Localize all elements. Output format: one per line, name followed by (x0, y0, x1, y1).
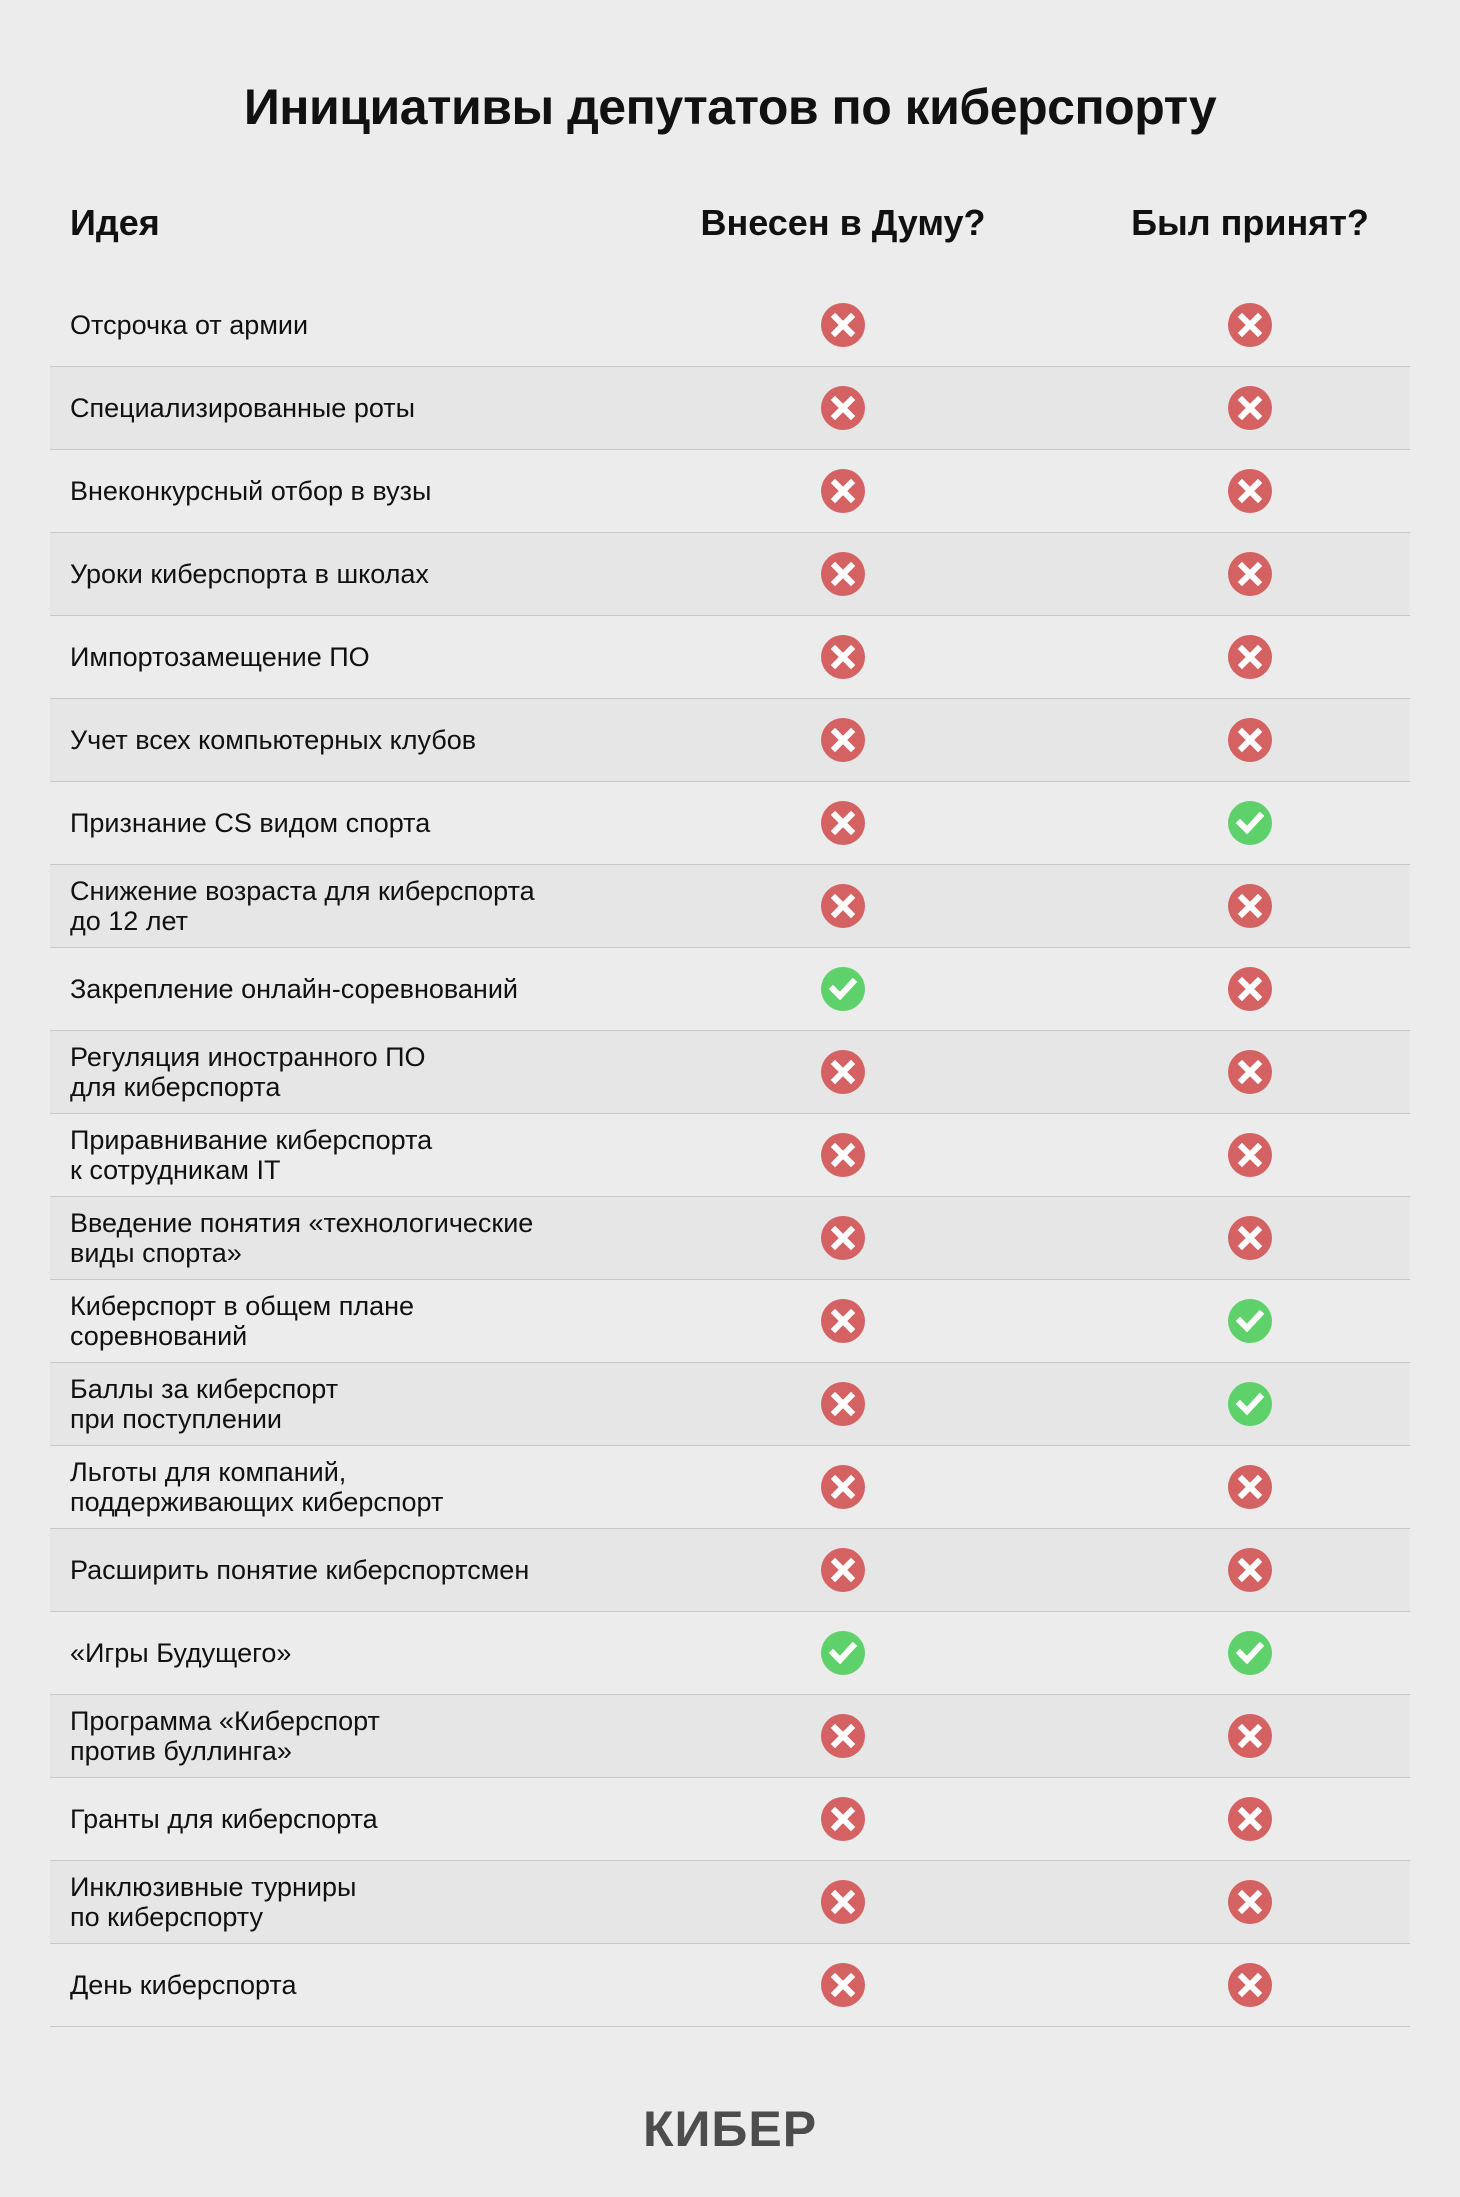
x-circle-icon (1228, 1963, 1272, 2007)
check-circle-icon (1228, 1299, 1272, 1343)
table-row: Признание CS видом спорта (50, 782, 1410, 865)
x-circle-icon (821, 801, 865, 845)
idea-label: Инклюзивные турниры по киберспорту (70, 1872, 357, 1932)
x-circle-icon (821, 1714, 865, 1758)
idea-label: Введение понятия «технологические виды с… (70, 1208, 534, 1268)
x-circle-icon (821, 1880, 865, 1924)
kiber-logo: КИБЕР (642, 2101, 818, 2157)
x-circle-icon (1228, 1797, 1272, 1841)
page-title: Инициативы депутатов по киберспорту (243, 79, 1217, 135)
table-row: Льготы для компаний, поддерживающих кибе… (50, 1446, 1410, 1529)
x-circle-icon (1228, 1133, 1272, 1177)
idea-label: Импортозамещение ПО (70, 642, 370, 672)
idea-label: Гранты для киберспорта (70, 1804, 378, 1834)
x-circle-icon (821, 884, 865, 928)
x-circle-icon (821, 1797, 865, 1841)
table-row: Внеконкурсный отбор в вузы (50, 450, 1410, 533)
idea-label: Льготы для компаний, поддерживающих кибе… (70, 1457, 444, 1517)
x-circle-icon (1228, 303, 1272, 347)
x-circle-icon (1228, 1548, 1272, 1592)
table-row: Специализированные роты (50, 367, 1410, 450)
x-circle-icon (1228, 552, 1272, 596)
x-circle-icon (1228, 469, 1272, 513)
x-circle-icon (821, 1382, 865, 1426)
column-header-idea: Идея (70, 202, 160, 243)
table-row: Снижение возраста для киберспорта до 12 … (50, 865, 1410, 948)
idea-label: Расширить понятие киберспортсмен (70, 1555, 530, 1585)
column-header-adopted: Был принят? (1131, 202, 1369, 243)
table-row: Регуляция иностранного ПО для киберспорт… (50, 1031, 1410, 1114)
table-row: Приравнивание киберспорта к сотрудникам … (50, 1114, 1410, 1197)
x-circle-icon (1228, 967, 1272, 1011)
x-circle-icon (1228, 1216, 1272, 1260)
table-row: Киберспорт в общем плане соревнований (50, 1280, 1410, 1363)
idea-label: Снижение возраста для киберспорта до 12 … (70, 876, 535, 936)
x-circle-icon (1228, 1714, 1272, 1758)
idea-label: Внеконкурсный отбор в вузы (70, 476, 432, 506)
idea-label: День киберспорта (70, 1970, 297, 2000)
idea-label: Приравнивание киберспорта к сотрудникам … (70, 1125, 433, 1185)
check-circle-icon (1228, 1382, 1272, 1426)
x-circle-icon (821, 552, 865, 596)
idea-label: Отсрочка от армии (70, 310, 309, 340)
idea-label: Закрепление онлайн-соревнований (70, 974, 519, 1004)
table-row: Расширить понятие киберспортсмен (50, 1529, 1410, 1612)
x-circle-icon (1228, 1050, 1272, 1094)
x-circle-icon (821, 1133, 865, 1177)
table-row: Импортозамещение ПО (50, 616, 1410, 699)
idea-label: Киберспорт в общем плане соревнований (70, 1291, 415, 1351)
x-circle-icon (1228, 884, 1272, 928)
check-circle-icon (1228, 801, 1272, 845)
x-circle-icon (1228, 1465, 1272, 1509)
idea-label: Признание CS видом спорта (70, 808, 431, 838)
x-circle-icon (821, 1216, 865, 1260)
table-row: Уроки киберспорта в школах (50, 533, 1410, 616)
x-circle-icon (1228, 386, 1272, 430)
x-circle-icon (821, 386, 865, 430)
table-row: Введение понятия «технологические виды с… (50, 1197, 1410, 1280)
idea-label: Программа «Киберспорт против буллинга» (70, 1706, 380, 1766)
table-row: Инклюзивные турниры по киберспорту (50, 1861, 1410, 1944)
check-circle-icon (1228, 1631, 1272, 1675)
table-row: Баллы за киберспорт при поступлении (50, 1363, 1410, 1446)
idea-label: Уроки киберспорта в школах (70, 559, 429, 589)
x-circle-icon (821, 1548, 865, 1592)
x-circle-icon (821, 303, 865, 347)
x-circle-icon (1228, 718, 1272, 762)
idea-label: Учет всех компьютерных клубов (70, 725, 477, 755)
check-circle-icon (821, 967, 865, 1011)
x-circle-icon (821, 469, 865, 513)
table-row: Гранты для киберспорта (50, 1778, 1410, 1861)
table-row: Отсрочка от армии (50, 284, 1410, 367)
initiatives-table: Отсрочка от армии Специализированные роты… (50, 284, 1410, 2027)
x-circle-icon (821, 1465, 865, 1509)
table-row: Программа «Киберспорт против буллинга» (50, 1695, 1410, 1778)
idea-label: «Игры Будущего» (70, 1638, 292, 1668)
x-circle-icon (821, 1299, 865, 1343)
x-circle-icon (821, 1963, 865, 2007)
table-row: Закрепление онлайн-соревнований (50, 948, 1410, 1031)
check-circle-icon (821, 1631, 865, 1675)
x-circle-icon (1228, 635, 1272, 679)
x-circle-icon (821, 635, 865, 679)
idea-label: Регуляция иностранного ПО для киберспорт… (70, 1042, 426, 1102)
column-header-submitted: Внесен в Думу? (700, 202, 986, 243)
table-row: «Игры Будущего» (50, 1612, 1410, 1695)
table-row: Учет всех компьютерных клубов (50, 699, 1410, 782)
x-circle-icon (821, 1050, 865, 1094)
idea-label: Баллы за киберспорт при поступлении (70, 1374, 339, 1434)
x-circle-icon (1228, 1880, 1272, 1924)
table-row: День киберспорта (50, 1944, 1410, 2027)
idea-label: Специализированные роты (70, 393, 416, 423)
x-circle-icon (821, 718, 865, 762)
